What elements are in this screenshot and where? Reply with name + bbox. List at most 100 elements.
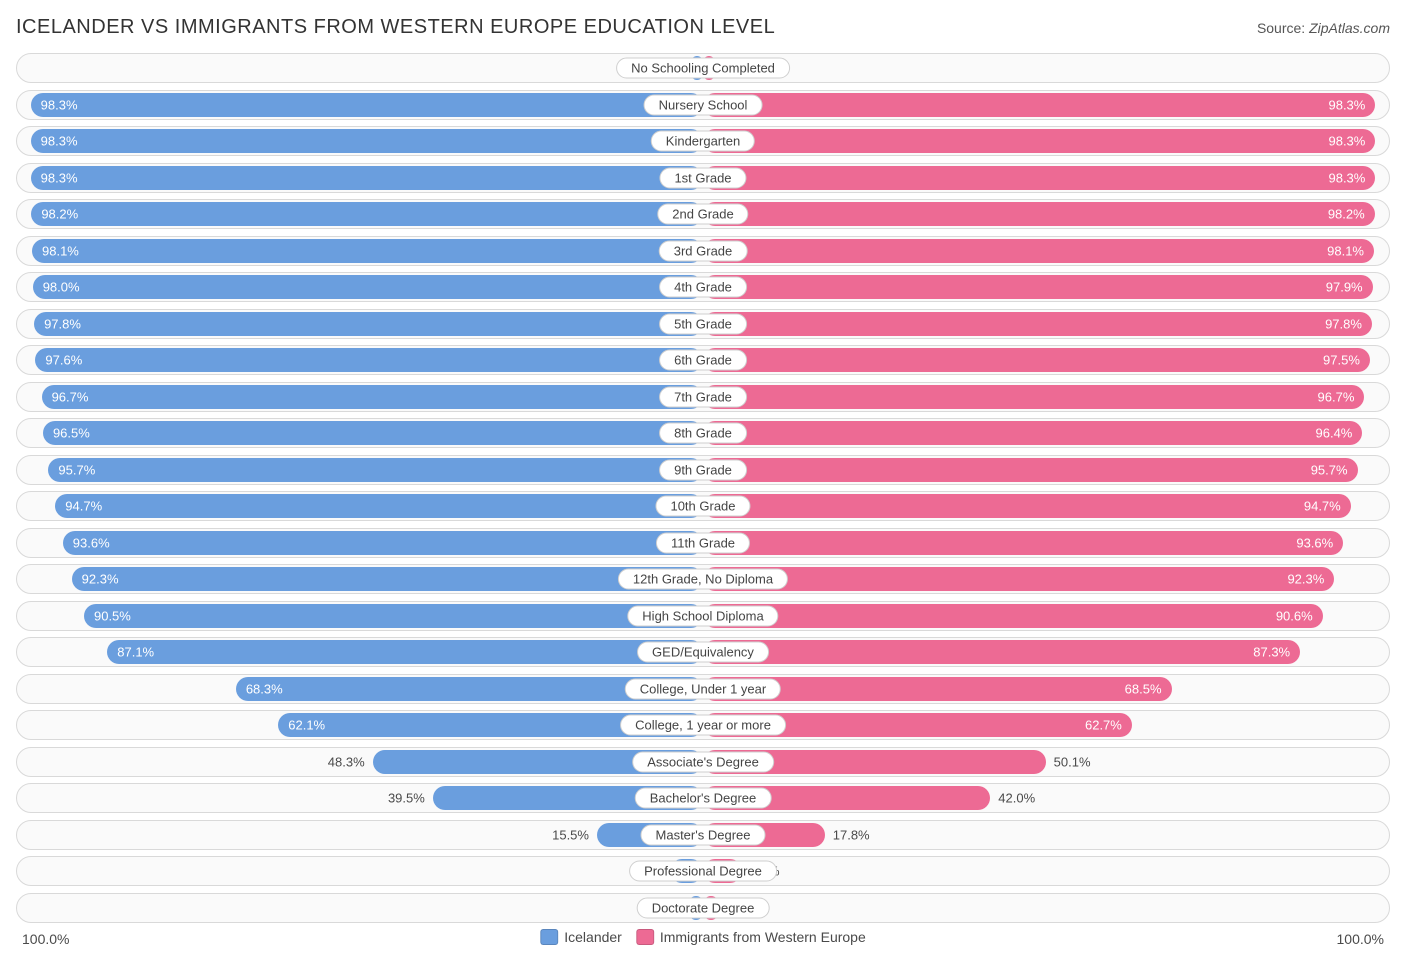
value-left: 98.3% [41,97,78,112]
category-label: Doctorate Degree [637,897,770,918]
chart-row: 62.1% 62.7% College, 1 year or more [16,710,1390,740]
chart-row: 98.0%97.9%4th Grade [16,272,1390,302]
legend-label-left: Icelander [564,929,622,945]
bar-right: 90.6% [703,604,1323,628]
value-right: 98.3% [1328,134,1365,149]
bar-left: 92.3% [72,567,703,591]
chart-row: 96.5% 96.4%8th Grade [16,418,1390,448]
bar-right: 98.3% [703,129,1375,153]
bar-right: 98.3% [703,166,1375,190]
value-right: 97.5% [1323,353,1360,368]
value-left: 48.3% [328,754,365,769]
value-left: 93.6% [73,535,110,550]
bar-right: 96.4% [703,421,1362,445]
value-left: 98.1% [42,243,79,258]
category-label: GED/Equivalency [637,642,769,663]
category-label: College, 1 year or more [620,715,786,736]
chart-row: 90.5%90.6%High School Diploma [16,601,1390,631]
chart-row: 97.8%97.8%5th Grade [16,309,1390,339]
category-label: 9th Grade [659,459,747,480]
chart-footer: 100.0% Icelander Immigrants from Western… [16,929,1390,955]
bar-left: 94.7% [55,494,703,518]
legend-item-left: Icelander [540,929,622,945]
bar-right: 98.1% [703,239,1374,263]
bar-right: 96.7% [703,385,1364,409]
chart-row: 92.3% 92.3% 12th Grade, No Diploma [16,564,1390,594]
chart-row: 98.1% 98.1% 3rd Grade [16,236,1390,266]
category-label: 7th Grade [659,386,747,407]
value-left: 90.5% [94,608,131,623]
source-value: ZipAtlas.com [1309,20,1390,36]
value-right: 98.3% [1328,170,1365,185]
chart-row: 87.1% 87.3%GED/Equivalency [16,637,1390,667]
bar-left: 96.5% [43,421,703,445]
chart-row: 93.6% 93.6% 11th Grade [16,528,1390,558]
bar-right: 92.3% [703,567,1334,591]
category-label: 1st Grade [659,167,746,188]
bar-left: 98.0% [33,275,703,299]
value-right: 98.3% [1328,97,1365,112]
category-label: 6th Grade [659,350,747,371]
category-label: College, Under 1 year [625,678,781,699]
value-left: 87.1% [117,645,154,660]
value-right: 96.7% [1318,389,1355,404]
bar-right: 98.3% [703,93,1375,117]
category-label: Professional Degree [629,861,777,882]
chart-row: 97.6% 97.5% 6th Grade [16,345,1390,375]
category-label: Associate's Degree [632,751,774,772]
value-right: 17.8% [833,827,870,842]
category-label: 12th Grade, No Diploma [618,569,788,590]
category-label: 8th Grade [659,423,747,444]
bar-right: 98.2% [703,202,1375,226]
value-right: 95.7% [1311,462,1348,477]
value-left: 96.5% [53,426,90,441]
value-left: 96.7% [52,389,89,404]
value-right: 97.8% [1325,316,1362,331]
value-left: 92.3% [82,572,119,587]
chart-row: 98.3% 98.3% Kindergarten [16,126,1390,156]
value-left: 98.2% [41,207,78,222]
category-label: 3rd Grade [659,240,748,261]
category-label: 4th Grade [659,277,747,298]
category-label: Nursery School [644,94,763,115]
diverging-bar-chart: 1.7%1.8%No Schooling Completed98.3%98.3%… [16,53,1390,923]
value-right: 98.1% [1327,243,1364,258]
category-label: 11th Grade [656,532,750,553]
source-label: Source: [1257,20,1305,36]
chart-title: ICELANDER VS IMMIGRANTS FROM WESTERN EUR… [16,16,775,39]
value-right: 93.6% [1296,535,1333,550]
bar-left: 98.3% [31,129,703,153]
category-label: No Schooling Completed [616,58,790,79]
value-right: 94.7% [1304,499,1341,514]
value-left: 98.0% [43,280,80,295]
chart-row: 98.2%98.2%2nd Grade [16,199,1390,229]
bar-right: 87.3% [703,640,1300,664]
chart-row: 1.7%1.8%No Schooling Completed [16,53,1390,83]
value-left: 98.3% [41,134,78,149]
legend-item-right: Immigrants from Western Europe [636,929,866,945]
bar-right: 97.5% [703,348,1370,372]
value-left: 98.3% [41,170,78,185]
value-right: 92.3% [1287,572,1324,587]
bar-left: 98.1% [32,239,703,263]
value-right: 68.5% [1125,681,1162,696]
bar-right: 94.7% [703,494,1351,518]
bar-right: 95.7% [703,458,1358,482]
value-right: 62.7% [1085,718,1122,733]
value-left: 94.7% [65,499,102,514]
chart-header: ICELANDER VS IMMIGRANTS FROM WESTERN EUR… [16,16,1390,39]
bar-left: 87.1% [107,640,703,664]
category-label: Master's Degree [641,824,766,845]
chart-row: 68.3%68.5%College, Under 1 year [16,674,1390,704]
value-left: 15.5% [552,827,589,842]
source-attribution: Source: ZipAtlas.com [1257,20,1390,36]
legend-swatch-left [540,929,558,945]
chart-row: 98.3% 98.3% 1st Grade [16,163,1390,193]
category-label: Kindergarten [651,131,755,152]
chart-row: 48.3%50.1%Associate's Degree [16,747,1390,777]
value-left: 62.1% [288,718,325,733]
bar-right: 93.6% [703,531,1343,555]
bar-left: 97.6% [35,348,703,372]
axis-max-right: 100.0% [1337,931,1384,947]
chart-row: 2.1%2.4%Doctorate Degree [16,893,1390,923]
